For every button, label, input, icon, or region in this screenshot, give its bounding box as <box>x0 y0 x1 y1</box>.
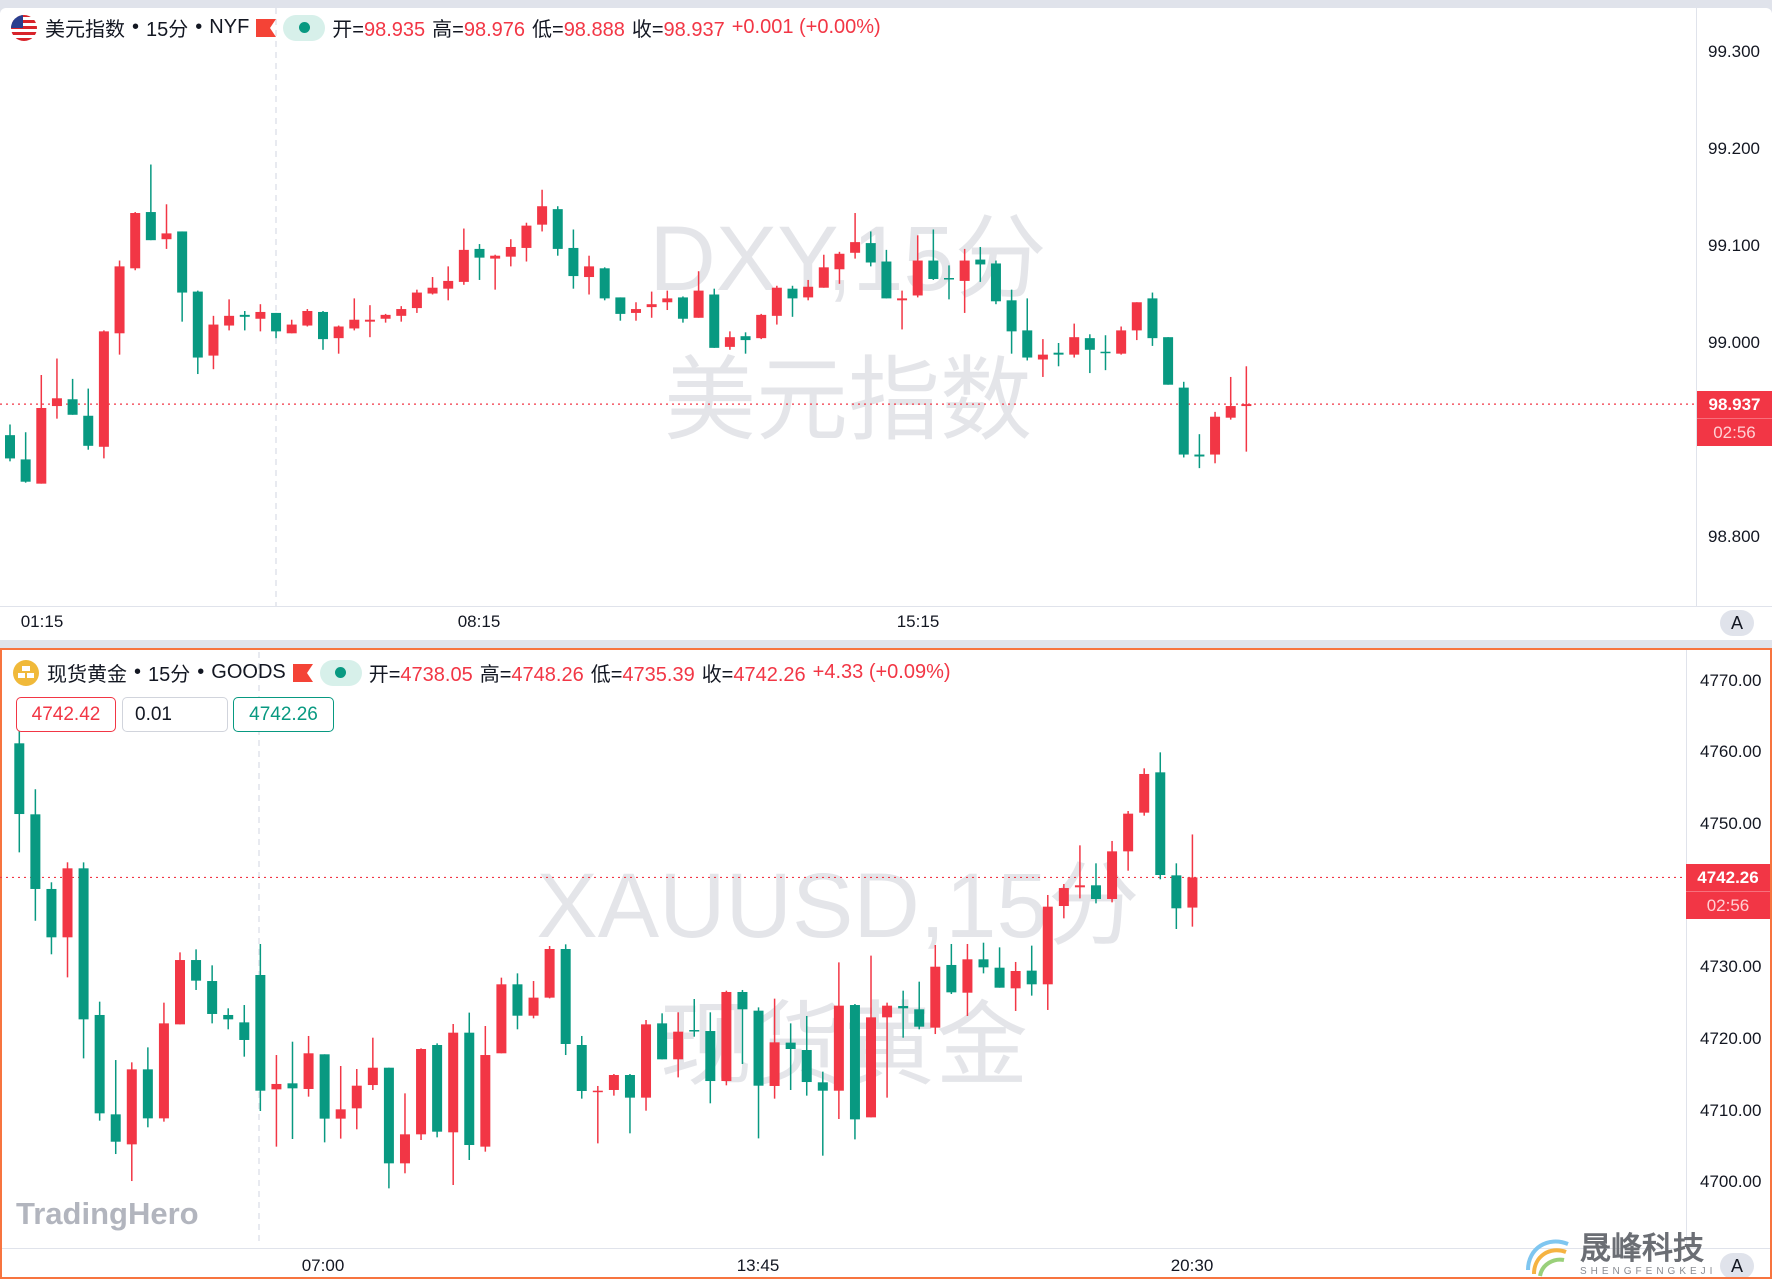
high-label: 高= <box>479 664 512 686</box>
price-axis-divider <box>1686 650 1687 1248</box>
dxy-legend: 美元指数 • 15分 • NYF 开=98.935 高=98.976 低=98.… <box>10 13 881 42</box>
sell-button[interactable]: 4742.42 <box>16 697 116 732</box>
swirl-logo-icon <box>1526 1239 1569 1277</box>
buy-button[interactable]: 4742.26 <box>233 697 334 732</box>
bar-countdown: 02:56 <box>1697 418 1772 446</box>
dxy-chart-panel[interactable]: 美元指数 • 15分 • NYF 开=98.935 高=98.976 低=98.… <box>0 8 1772 640</box>
open-value: 4738.05 <box>400 664 473 686</box>
open-label: 开= <box>332 19 364 41</box>
symbol-name[interactable]: 现货黄金 <box>47 664 127 686</box>
close-value: 4742.26 <box>733 664 806 686</box>
shengfeng-logo: 晟峰科技 SHENGFENGKEJI <box>1522 1230 1717 1277</box>
price-axis-divider <box>1696 8 1697 606</box>
tradinghero-logo: TradingHero <box>16 1196 199 1231</box>
price-tick: 4700.00 <box>1700 1172 1762 1192</box>
price-tick: 4730.00 <box>1700 957 1762 977</box>
close-label: 收= <box>631 19 664 41</box>
separator: • <box>197 661 205 683</box>
us-flag-icon <box>11 14 37 41</box>
high-value: 98.976 <box>463 19 525 41</box>
high-label: 高= <box>432 19 464 41</box>
exchange: NYF <box>209 16 250 38</box>
watermark-symbol: XAUUSD,15分 <box>536 855 1140 957</box>
time-tick: 07:00 <box>301 1256 345 1275</box>
price-tick: 98.800 <box>1708 527 1760 546</box>
watermark-name: 现货黄金 <box>659 995 1029 1097</box>
open-value: 98.935 <box>363 19 426 41</box>
auto-scale-button[interactable]: A <box>1720 1253 1754 1277</box>
price-tick: 4720.00 <box>1700 1028 1762 1048</box>
price-tick: 99.000 <box>1708 333 1760 352</box>
symbol-name[interactable]: 美元指数 <box>45 19 125 41</box>
time-tick: 08:15 <box>457 612 501 631</box>
auto-scale-button[interactable]: A <box>1720 610 1754 636</box>
bar-countdown: 02:56 <box>1686 891 1770 919</box>
xauusd-legend: 现货黄金 • 15分 • GOODS 开=4738.05 高=4748.26 低… <box>12 658 951 687</box>
low-value: 98.888 <box>563 19 625 41</box>
market-open-dot-icon[interactable] <box>319 659 362 686</box>
current-price: 98.937 <box>1708 395 1761 414</box>
price-tick: 99.100 <box>1708 236 1760 255</box>
price-tick: 4760.00 <box>1700 742 1762 762</box>
market-open-dot-icon[interactable] <box>283 14 326 41</box>
interval[interactable]: 15分 <box>146 19 189 41</box>
separator: • <box>134 661 142 683</box>
watermark-name: 美元指数 <box>663 350 1033 452</box>
price-tick: 4750.00 <box>1700 813 1762 833</box>
time-tick: 13:45 <box>736 1256 780 1275</box>
time-axis-divider <box>0 606 1772 607</box>
red-flag-icon[interactable] <box>292 663 313 682</box>
logo-cn-text: 晟峰科技 <box>1580 1230 1704 1267</box>
close-value: 98.937 <box>663 19 725 41</box>
close-label: 收= <box>701 664 734 686</box>
separator: • <box>195 16 203 38</box>
price-tick: 4710.00 <box>1700 1100 1762 1120</box>
change-value: +4.33 (+0.09%) <box>812 661 951 683</box>
red-flag-icon[interactable] <box>256 18 277 37</box>
high-value: 4748.26 <box>511 664 584 686</box>
low-label: 低= <box>590 664 623 686</box>
price-tick: 4770.00 <box>1700 670 1762 690</box>
low-value: 4735.39 <box>622 664 695 686</box>
xauusd-chart-panel[interactable]: 现货黄金 • 15分 • GOODS 开=4738.05 高=4748.26 低… <box>0 648 1772 1279</box>
time-tick: 20:30 <box>1170 1256 1214 1275</box>
time-axis-divider <box>2 1248 1770 1249</box>
logo-en-text: SHENGFENGKEJI <box>1580 1265 1717 1277</box>
interval[interactable]: 15分 <box>148 664 191 686</box>
current-price-label: 4742.26 02:56 <box>1686 864 1770 919</box>
time-tick: 15:15 <box>896 612 940 631</box>
quantity-input[interactable]: 0.01 <box>122 697 228 732</box>
price-tick: 99.300 <box>1708 42 1760 61</box>
current-price-label: 98.937 02:56 <box>1697 391 1772 446</box>
low-label: 低= <box>532 19 564 41</box>
open-label: 开= <box>368 664 401 686</box>
separator: • <box>132 16 140 38</box>
time-tick: 01:15 <box>20 612 64 631</box>
change-value: +0.001 (+0.00%) <box>731 16 881 38</box>
current-price: 4742.26 <box>1697 868 1759 887</box>
price-tick: 99.200 <box>1708 139 1760 158</box>
gold-icon <box>13 659 39 686</box>
exchange: GOODS <box>211 661 286 683</box>
watermark-symbol: DXY,15分 <box>649 208 1047 310</box>
